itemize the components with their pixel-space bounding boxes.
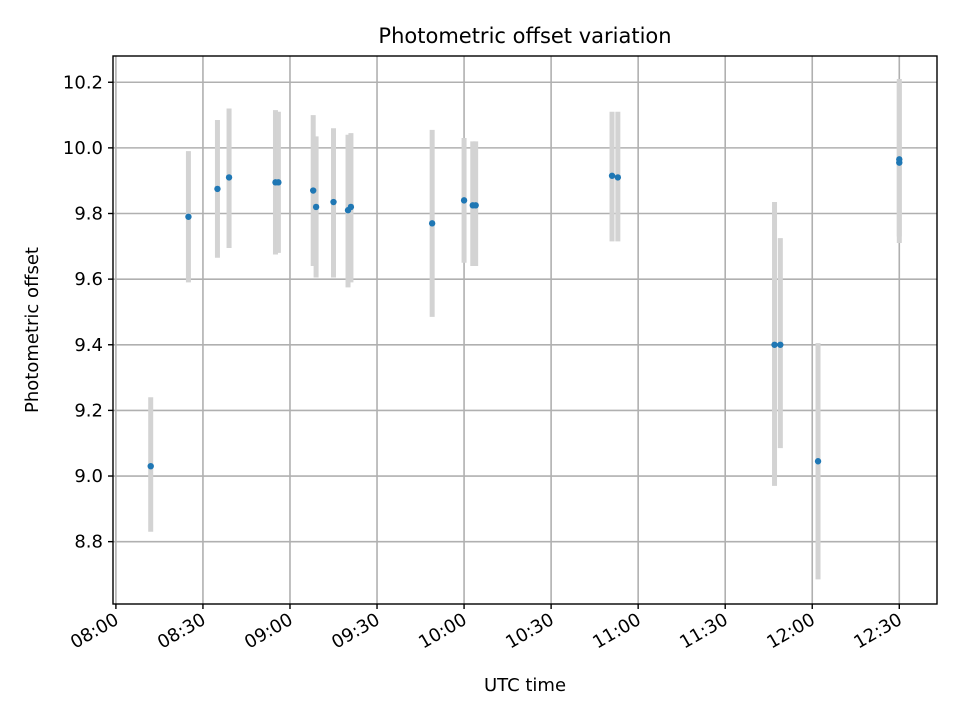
x-tick-label: 10:00 (415, 609, 470, 653)
y-tick-label: 9.2 (74, 400, 103, 421)
data-point (896, 156, 903, 163)
y-tick-label: 10.2 (63, 72, 103, 93)
data-point (472, 202, 479, 209)
y-tick-label: 9.4 (74, 335, 103, 356)
x-tick-label: 08:00 (67, 609, 122, 653)
y-axis-label: Photometric offset (22, 247, 43, 413)
data-point (614, 174, 622, 181)
data-points (147, 156, 903, 470)
x-tick-label: 11:00 (589, 609, 644, 653)
data-point (312, 203, 320, 211)
x-tick-label: 10:30 (502, 609, 557, 653)
data-point (309, 187, 317, 194)
data-point (814, 458, 822, 465)
y-tick-label: 9.8 (74, 204, 103, 225)
y-tick-label: 9.6 (74, 269, 103, 290)
data-point (185, 213, 192, 220)
y-tick-label: 10.0 (63, 138, 103, 159)
x-tick-label: 12:00 (763, 609, 818, 653)
x-axis-ticks: 08:00 08:30 09:00 09:30 10:00 10:30 11:00 11:30… (67, 604, 906, 653)
grid (113, 56, 937, 604)
x-axis-label: UTC time (484, 675, 566, 696)
data-point (771, 341, 778, 348)
x-tick-label: 08:30 (154, 609, 209, 653)
data-point (225, 174, 233, 181)
data-point (460, 197, 468, 204)
data-point (777, 341, 784, 348)
y-tick-label: 8.8 (74, 532, 103, 553)
data-point (428, 220, 436, 227)
x-tick-label: 11:30 (676, 609, 731, 653)
y-tick-label: 9.0 (74, 466, 103, 487)
data-point (275, 179, 282, 186)
x-tick-label: 09:00 (241, 609, 296, 653)
chart-title: Photometric offset variation (378, 24, 671, 48)
plot-frame (112, 55, 938, 605)
y-axis-ticks: 8.8 9.0 9.2 9.4 9.6 9.8 10.0 10.2 (63, 72, 113, 553)
data-point (214, 185, 221, 193)
data-point (608, 172, 616, 179)
data-point (330, 198, 337, 206)
data-point (147, 462, 154, 470)
x-tick-label: 09:30 (328, 609, 383, 653)
x-tick-label: 12:30 (850, 609, 905, 653)
data-point (347, 203, 355, 211)
error-bars (148, 78, 902, 580)
